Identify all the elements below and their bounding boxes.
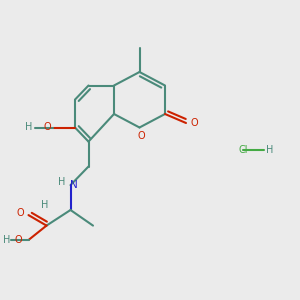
Text: H: H	[58, 177, 65, 187]
Text: O: O	[44, 122, 51, 132]
Text: H: H	[2, 235, 10, 245]
Text: Cl: Cl	[238, 145, 248, 155]
Text: O: O	[190, 118, 198, 128]
Text: N: N	[70, 179, 78, 190]
Text: O: O	[137, 131, 145, 141]
Text: O: O	[15, 235, 22, 245]
Text: O: O	[16, 208, 24, 218]
Text: H: H	[25, 122, 32, 132]
Text: H: H	[266, 145, 273, 155]
Text: H: H	[41, 200, 49, 211]
